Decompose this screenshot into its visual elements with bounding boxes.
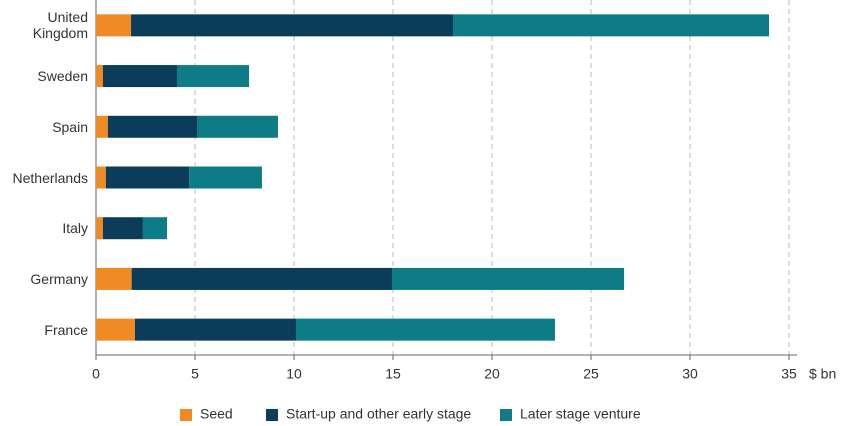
bar-segment <box>96 166 106 189</box>
bar-segment <box>107 115 197 138</box>
x-tick-label: 5 <box>191 366 199 382</box>
x-tick-label: 35 <box>781 366 797 382</box>
bar-segment <box>142 217 168 240</box>
bar-segment <box>102 217 143 240</box>
bar-segment <box>96 115 108 138</box>
x-tick-label: 25 <box>583 366 599 382</box>
y-tick-label: France <box>44 321 88 338</box>
y-tick-label: Spain <box>52 118 88 135</box>
bar-segment <box>96 318 136 341</box>
x-tick-label: 10 <box>286 366 302 382</box>
bar-segment <box>452 14 770 37</box>
bar-segment <box>392 267 625 290</box>
bar-segment <box>131 267 393 290</box>
x-tick-label: 15 <box>385 366 401 382</box>
legend-swatch <box>500 409 512 421</box>
bar-segment <box>96 65 103 88</box>
legend-swatch <box>266 409 278 421</box>
bar-segment <box>96 267 132 290</box>
y-tick-label: Germany <box>30 270 88 287</box>
y-tick-label: Italy <box>62 220 88 237</box>
y-tick-label: Sweden <box>37 68 88 85</box>
x-tick-label: 0 <box>92 366 100 382</box>
x-tick-label: 30 <box>682 366 698 382</box>
legend-label: Seed <box>200 406 233 422</box>
bar-segment <box>135 318 296 341</box>
bar-segment <box>196 115 278 138</box>
legend-label: Later stage venture <box>520 406 641 422</box>
x-axis-label: $ bn <box>809 366 836 382</box>
bar-segment <box>176 65 250 88</box>
bar-segment <box>131 14 453 37</box>
bar-segment <box>189 166 262 189</box>
bar-segment <box>96 217 103 240</box>
bar-segment <box>96 14 132 37</box>
legend-label: Start-up and other early stage <box>286 406 471 422</box>
bar-segment <box>102 65 177 88</box>
bar-segment <box>295 318 555 341</box>
y-tick-label: United Kingdom <box>32 9 88 42</box>
x-tick-label: 20 <box>484 366 500 382</box>
bar-segment <box>105 166 190 189</box>
y-tick-label: Netherlands <box>12 169 89 186</box>
legend-swatch <box>180 409 192 421</box>
